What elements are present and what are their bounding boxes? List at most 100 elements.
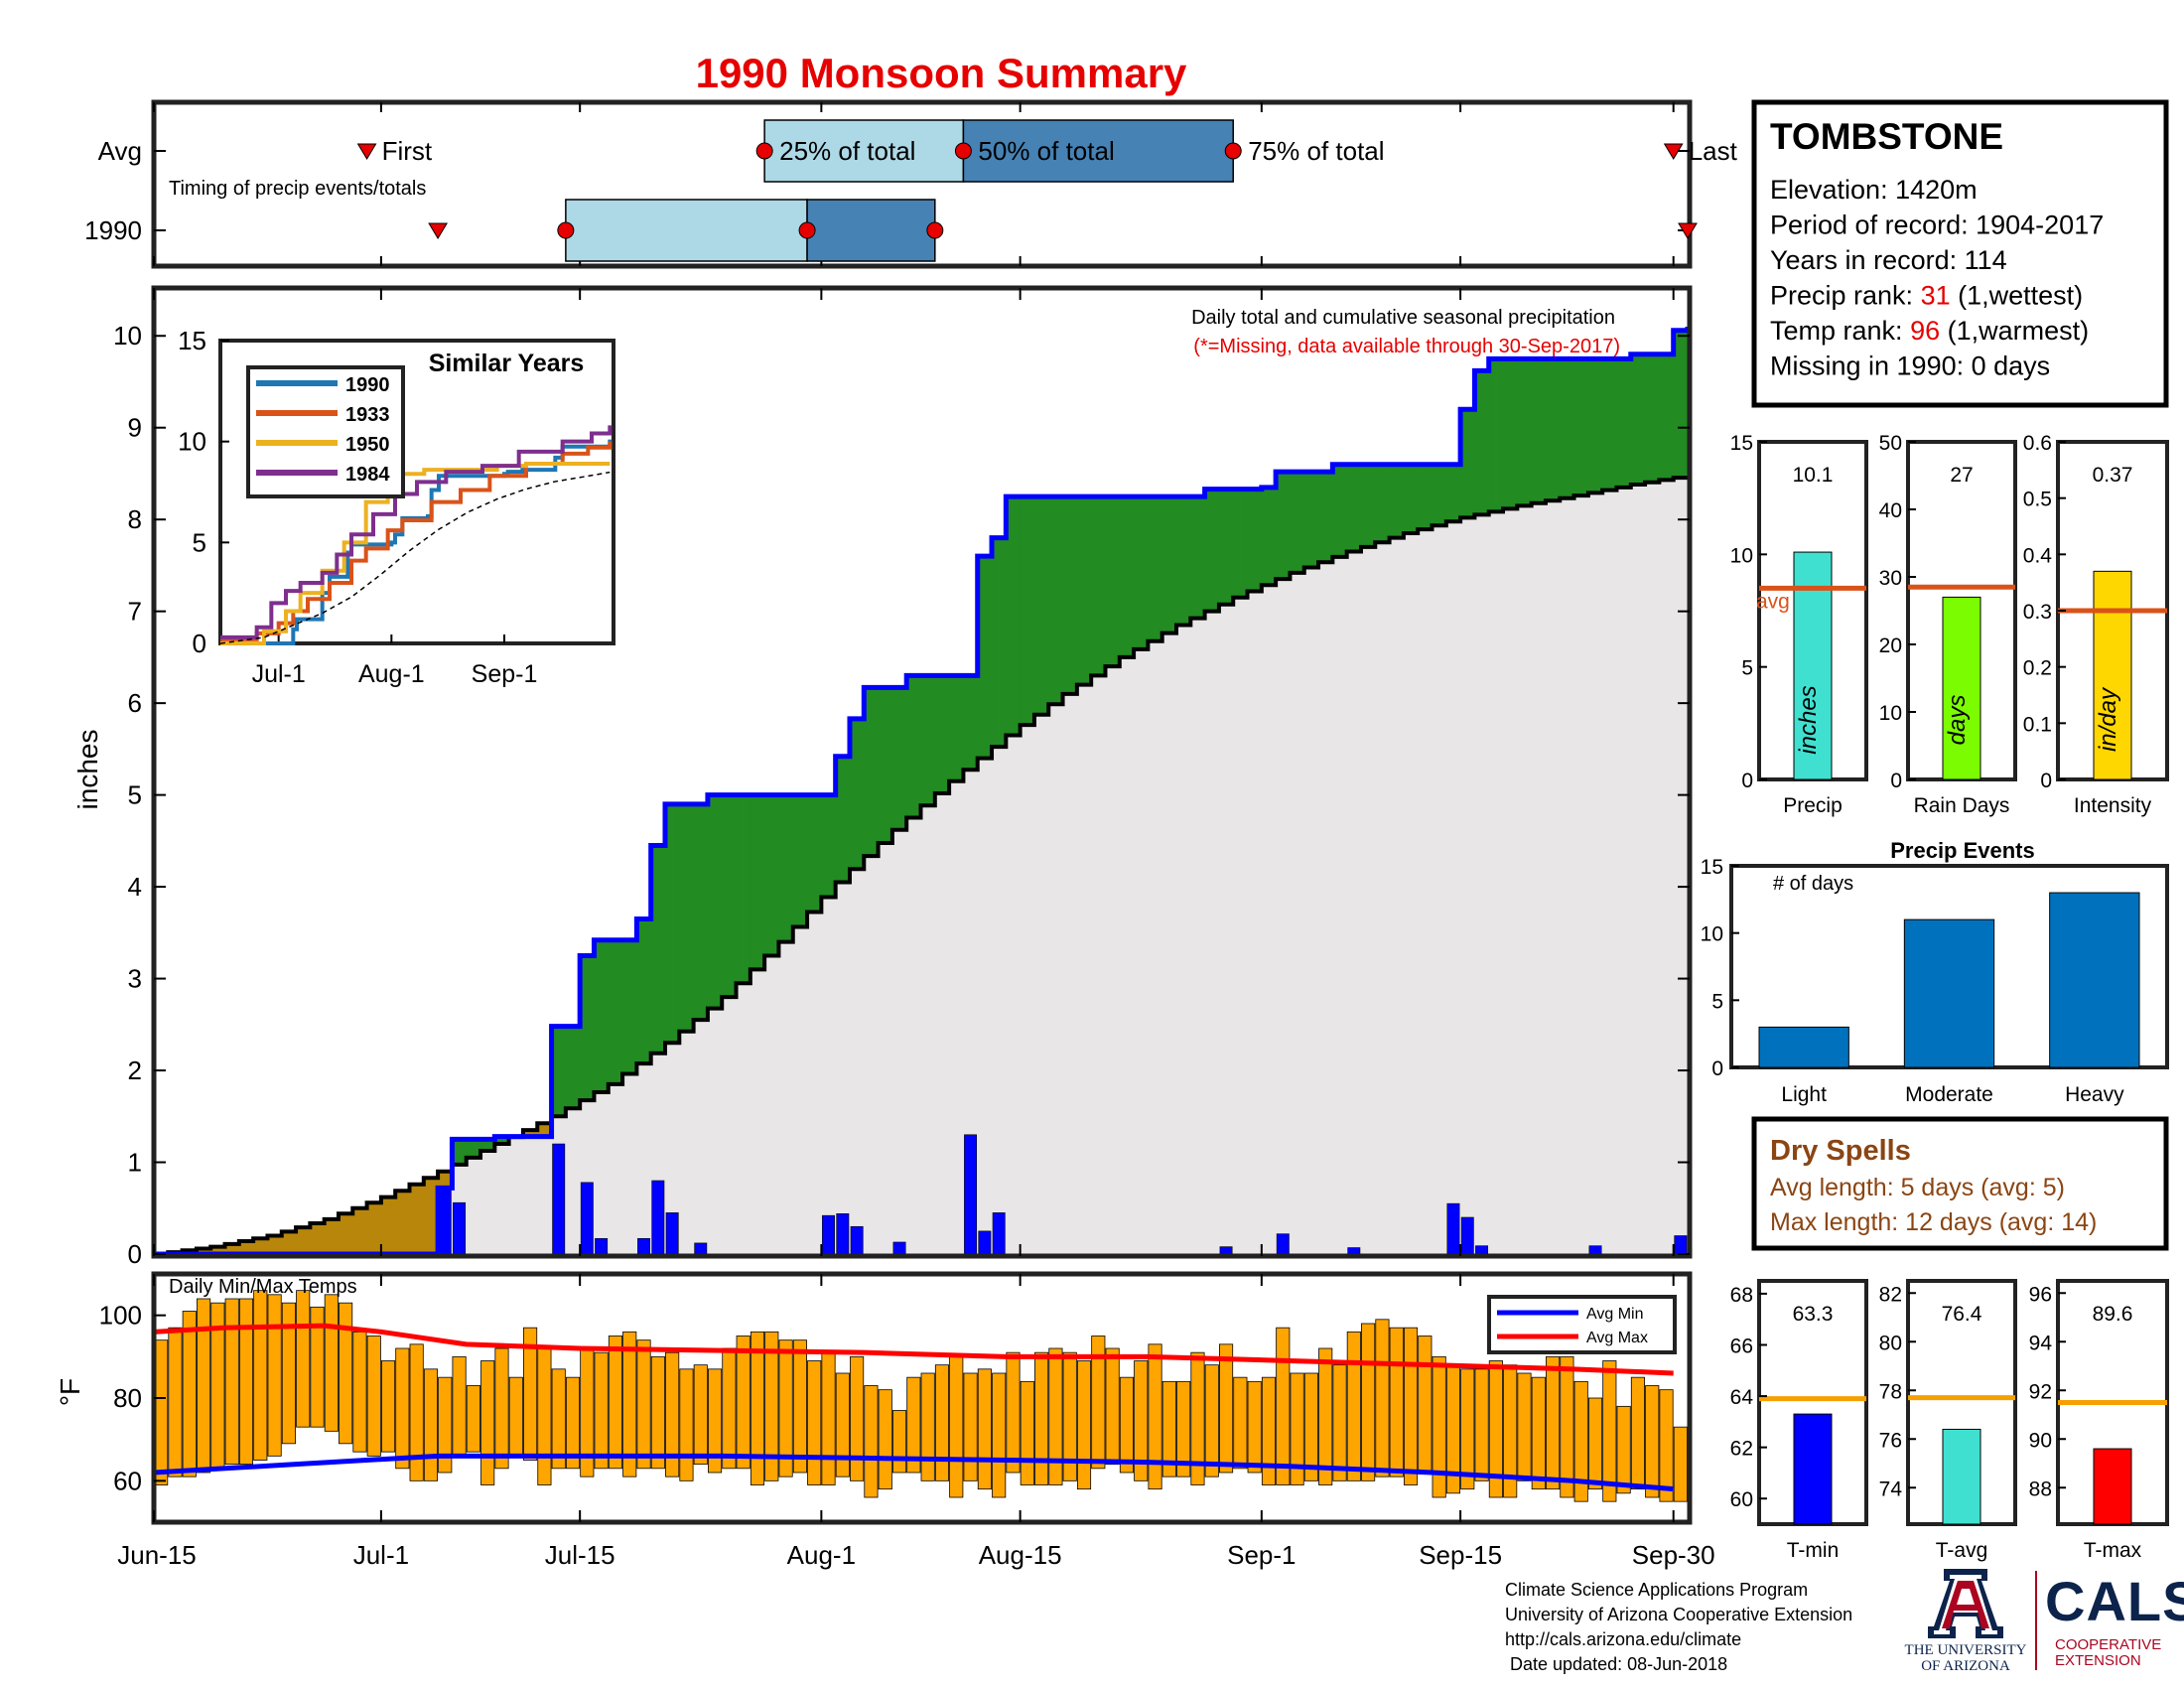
stat-ytick-label: 0.3 [2023,601,2052,624]
above-average-fill [736,794,751,984]
above-average-fill [722,794,738,998]
events-category-label: Heavy [2065,1083,2124,1106]
above-average-fill [792,794,808,927]
temp-range-bar [708,1368,723,1474]
temp-range-bar [1204,1364,1219,1477]
temp-range-bar [1276,1327,1291,1485]
temp-range-bar [778,1339,793,1477]
stat-ytick-label: 10 [1730,544,1753,567]
above-average-fill [1602,358,1618,491]
above-average-fill [1247,489,1263,592]
stat-ytick-label: 15 [1730,432,1753,455]
date-axis-label: Jul-15 [545,1540,615,1570]
precip-ytick-label: 10 [113,321,142,351]
stat-ytick-label: 0.2 [2023,657,2052,680]
below-average-fill [281,1231,297,1254]
daily-precip-bar [964,1134,978,1255]
stat-ytick-label: 76 [1879,1429,1902,1452]
below-average-fill [537,1123,553,1137]
above-average-fill [764,794,780,956]
stat-value: 89.6 [2093,1303,2133,1326]
temp-range-bar [310,1306,325,1428]
temp-range-bar [807,1360,822,1485]
temp-range-bar [920,1372,935,1481]
daily-precip-bar [438,1188,452,1255]
stat-unit: inches [1795,685,1822,754]
daily-precip-bar [453,1201,467,1255]
above-average-fill [750,794,765,970]
temp-title: Daily Min/Max Temps [169,1276,357,1298]
station-line: Period of record: 1904-2017 [1770,211,2104,240]
daily-precip-bar [580,1182,594,1255]
station-line: Precip rank: 31 (1,wettest) [1770,281,2083,311]
stat-ytick-label: 0 [1890,770,1902,792]
above-average-fill [1616,358,1632,488]
above-average-fill [466,1139,481,1158]
ua-name-line: OF ARIZONA [1921,1658,2010,1674]
above-average-fill [1346,464,1362,552]
above-average-fill [1006,496,1022,736]
stat-value: 10.1 [1793,464,1834,487]
timing-marker-p50 [798,221,816,239]
precip-ytick-label: 9 [128,413,142,443]
daily-precip-bar [1475,1245,1489,1255]
above-average-fill [679,803,695,1032]
daily-precip-bar [694,1242,708,1255]
date-axis-label: Sep-1 [1227,1540,1296,1570]
below-average-fill [438,1171,454,1189]
temp-range-bar [1602,1360,1617,1502]
stat-ytick-label: 0.1 [2023,713,2052,736]
temp-range-bar [1048,1347,1063,1485]
temp-range-bar [1105,1347,1120,1466]
temp-range-bar [1418,1336,1433,1474]
daily-precip-bar [1674,1235,1688,1255]
stat-ytick-label: 60 [1730,1488,1753,1511]
below-average-fill [296,1227,311,1254]
station-line-suffix: (1,wettest) [1951,281,2084,311]
above-average-fill [1176,496,1191,626]
temp-range-bar [1034,1351,1049,1485]
stat-ytick-label: 0.5 [2023,489,2052,511]
legend-label: 1933 [345,404,390,426]
stat-xlabel: Rain Days [1914,794,2010,817]
footer-credits: Climate Science Applications Program Uni… [1505,1580,1852,1674]
above-average-fill [1418,464,1433,530]
date-axis-label: Sep-15 [1419,1540,1502,1570]
stat-ytick-label: 0 [2040,770,2052,792]
precip-frame [151,285,1693,1259]
timing-triangle-last [1678,222,1698,239]
timing-triangle-last [1663,143,1684,160]
daily-precip-bar [595,1237,609,1255]
daily-precip-bar [850,1225,864,1255]
station-line-value: 114 [1965,245,2007,275]
above-average-fill [452,1139,468,1165]
below-average-fill [224,1243,240,1254]
below-average-fill [338,1213,353,1254]
above-average-fill [949,675,965,781]
temp-range-bar [296,1290,311,1428]
temp-range-bar [480,1360,495,1485]
dry-spells-avg: Avg length: 5 days (avg: 5) [1770,1174,2065,1201]
temp-range-bar [693,1364,708,1466]
cals-subtitle: EXTENSION [2055,1652,2141,1669]
temp-range-bar [1361,1323,1376,1481]
dry-spells-max: Max length: 12 days (avg: 14) [1770,1208,2097,1236]
temp-range-bar [1673,1426,1688,1502]
temp-range-bar [508,1376,523,1457]
daily-precip-bar [892,1241,906,1255]
stat-ytick-label: 68 [1730,1284,1753,1307]
below-average-fill [210,1246,226,1254]
legend-label: Avg Max [1586,1330,1648,1346]
above-average-fill [1531,358,1547,503]
stat-ytick-label: 30 [1879,567,1902,590]
station-line-value: 0 days [1972,352,2051,381]
stat-ytick-label: 10 [1879,702,1902,725]
below-average-fill [522,1130,538,1137]
stat-value: 76.4 [1942,1303,1982,1326]
inset-ytick-label: 10 [178,427,206,457]
above-average-fill [693,803,709,1021]
timing-box-25-50 [565,199,808,262]
temp-range-bar [608,1336,622,1470]
temp-range-bar [1546,1355,1561,1490]
station-line-label: Temp rank: [1770,316,1910,346]
